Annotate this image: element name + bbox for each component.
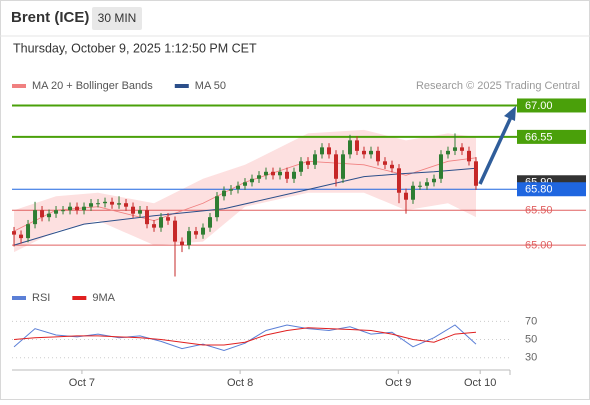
y-tick-label: 70 (525, 315, 537, 327)
forecast-arrow (478, 116, 513, 185)
candle-body (131, 206, 136, 214)
candle-body (26, 224, 31, 239)
y-tick-label: 30 (525, 352, 537, 364)
candle-body (194, 231, 199, 235)
y-tick-label: 50 (525, 333, 537, 345)
candle-body (452, 147, 457, 151)
x-tick-label: Oct 8 (227, 377, 253, 389)
candle-body (403, 192, 408, 200)
credit: Research © 2025 Trading Central (416, 80, 580, 92)
interval[interactable]: 30 MIN (98, 11, 137, 25)
candle-body (54, 210, 59, 214)
interval-badge[interactable] (92, 7, 142, 30)
legend-label: 9MA (92, 292, 115, 304)
level-box (517, 182, 586, 197)
x-tick-label: Oct 7 (69, 377, 95, 389)
candle-body (208, 217, 213, 228)
level-label: 65.80 (525, 184, 553, 196)
level-label: 65.00 (525, 240, 553, 252)
candle-body (82, 206, 87, 211)
candle-body (375, 150, 380, 162)
symbol: Brent (ICE) (11, 9, 89, 26)
candle-body (278, 171, 283, 176)
candle-body (187, 231, 192, 246)
candle-body (285, 171, 290, 179)
candle-body (68, 206, 73, 211)
candle-body (382, 161, 387, 165)
arrow-head (504, 106, 516, 121)
candle-body (417, 185, 422, 187)
candle-body (145, 210, 150, 225)
candle-body (347, 140, 352, 155)
candle-body (431, 178, 436, 183)
candle-body (75, 206, 80, 211)
candle-body (306, 161, 311, 165)
candle-body (89, 203, 94, 207)
candle-body (250, 178, 255, 183)
candle-body (103, 201, 108, 204)
candle-body (396, 168, 401, 193)
candle-body (110, 201, 115, 205)
candle-body (466, 150, 471, 162)
level-box (517, 98, 586, 113)
candle-body (340, 154, 345, 179)
candle-body (96, 203, 101, 205)
candle-body (12, 231, 17, 235)
candle-body (229, 189, 234, 191)
candle-body (445, 150, 450, 155)
candle-body (61, 210, 66, 212)
indicator-line (13, 324, 477, 351)
candle-body (410, 185, 415, 200)
candle-body (271, 171, 276, 176)
legend-label: MA 20 + Bollinger Bands (32, 80, 153, 92)
candle-body (389, 164, 394, 169)
candle-body (166, 217, 171, 221)
level-label: 66.55 (525, 131, 553, 143)
candle-body (117, 203, 122, 205)
candle-body (40, 210, 45, 218)
candle-body (257, 175, 262, 179)
candle-body (201, 227, 206, 235)
candle-body (354, 140, 359, 151)
candle-body (473, 161, 478, 186)
candle-body (180, 241, 185, 246)
candle-body (368, 150, 373, 155)
level-label: 67.00 (525, 100, 553, 112)
x-tick-label: Oct 9 (385, 377, 411, 389)
legend-label: MA 50 (195, 80, 226, 92)
candle-body (19, 234, 24, 239)
candle-body (138, 210, 143, 214)
candle-body (243, 182, 248, 186)
candle-body (319, 147, 324, 155)
candle-body (438, 154, 443, 179)
candle-body (264, 171, 269, 176)
x-tick-label: Oct 10 (464, 377, 496, 389)
candle-body (459, 147, 464, 151)
candle-body (424, 182, 429, 186)
datetime: Thursday, October 9, 2025 1:12:50 PM CET (13, 41, 257, 55)
bollinger-band (14, 129, 476, 253)
candle-body (326, 147, 331, 155)
candle-body (312, 154, 317, 165)
indicator-line (13, 327, 477, 346)
legend-label: RSI (32, 292, 50, 304)
candle-body (292, 171, 297, 179)
candle-body (124, 203, 129, 207)
candle-body (215, 196, 220, 218)
candle-body (236, 185, 241, 190)
candle-body (299, 161, 304, 172)
candle-body (152, 224, 157, 228)
candle-body (333, 154, 338, 179)
level-box (517, 129, 586, 144)
candle-body (361, 150, 366, 155)
candle-body (159, 217, 164, 228)
level-label: 65.50 (525, 205, 553, 217)
candle-body (173, 220, 178, 242)
candle-body (33, 210, 38, 225)
candle-body (222, 190, 227, 197)
ma-line (13, 167, 477, 246)
candle-body (47, 213, 52, 218)
